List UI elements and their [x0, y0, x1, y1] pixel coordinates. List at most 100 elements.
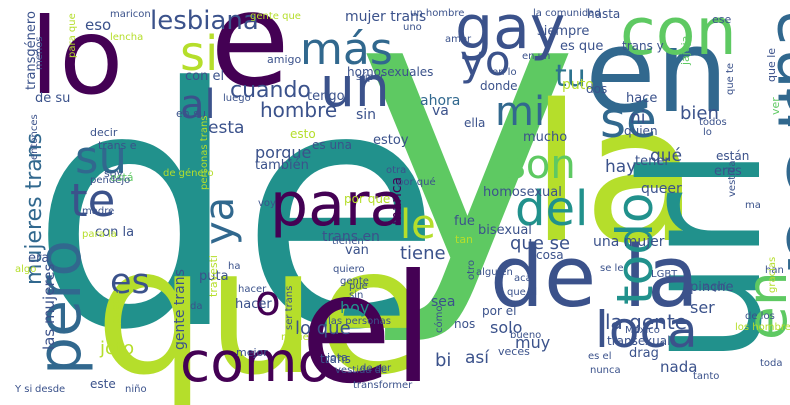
word-homosexuales-68: homosexuales: [347, 65, 434, 79]
word-año-170: año: [224, 293, 235, 312]
word-amor-130: amor: [445, 34, 472, 45]
word-nadie-182: nadie: [281, 332, 309, 343]
word-puto-62: puto: [562, 77, 594, 93]
word-con-el-66: con el: [185, 69, 225, 84]
word-las-personas-166: las personas: [328, 316, 391, 327]
word-algo-158: algo: [15, 264, 37, 275]
word-maricon-125: maricon: [110, 9, 151, 20]
word-hombre-41: hombre: [260, 98, 338, 122]
word-gente-189: gente: [340, 276, 369, 287]
word-joto-59: joto: [100, 338, 135, 359]
word-todos-138: todos: [699, 117, 727, 128]
word-da-164: da: [190, 301, 203, 312]
word-te-28: te: [70, 174, 116, 227]
word-donde-96: donde: [480, 79, 518, 93]
word-esto-110: esto: [290, 127, 316, 141]
word-bisexual-70: bisexual: [478, 223, 532, 238]
word-alguien-146: alguien: [476, 267, 513, 278]
word-lencha-126: lencha: [110, 32, 144, 43]
word-ahora-61: ahora: [420, 93, 461, 109]
word-gracias-154: gracias: [767, 256, 778, 293]
word-lo-que-43: lo que: [295, 318, 351, 339]
word-pendejo-115: pendejo: [90, 175, 131, 186]
word-su-19: su: [75, 131, 127, 184]
word-en-lo-132: en lo: [492, 67, 517, 78]
word-lo-6: lo: [30, 0, 124, 118]
word-ser-trans-165: ser trans: [284, 285, 295, 330]
word-es-el-183: es el: [588, 351, 612, 362]
word-un-hombre-123: un hombre: [410, 8, 465, 19]
word-trans-181: trans: [320, 352, 351, 366]
word-que-2: que: [95, 211, 425, 405]
word-decir-109: decir: [90, 126, 118, 139]
word-si-27: si: [180, 26, 219, 82]
word-era-79: era: [28, 251, 50, 266]
word-bien-49: bien: [680, 103, 719, 124]
word-lgbt-150: LGBT: [651, 269, 678, 280]
word-se-20: se: [600, 91, 657, 149]
word-tanto-173: tanto: [693, 371, 720, 382]
word-lesbiana-36: lesbiana: [150, 6, 259, 36]
word-aquí-153: aquí: [704, 282, 726, 293]
word-de-los-155: de los: [745, 311, 775, 322]
word-desde-176: desde: [35, 384, 66, 395]
word-gente-que-122: gente que: [250, 11, 301, 22]
word-ser-57: ser: [690, 298, 715, 317]
word-sin-83: sin: [356, 107, 377, 123]
word-eso-65: eso: [85, 16, 112, 34]
word-más-25: más: [300, 24, 393, 75]
word-que-te-137: que te: [725, 62, 736, 95]
word-hoy-46: hoy: [340, 298, 370, 317]
word-homosexual-69: homosexual: [483, 185, 562, 200]
word-pinche-82: pinche: [690, 280, 734, 295]
word-por-el-102: por el: [482, 304, 517, 318]
word-mucho-85: mucho: [523, 130, 568, 145]
word-qué-52: qué: [650, 146, 683, 166]
word-veces-104: veces: [498, 345, 530, 358]
word-por-que-108: por que: [344, 192, 391, 206]
word-tu-35: tu: [555, 59, 586, 94]
word-personas-trans-143: personas trans: [199, 115, 210, 190]
word-travesti-107: travesti: [207, 255, 220, 297]
word-lo-139: lo: [703, 127, 712, 138]
word-hace-86: hace: [626, 91, 658, 106]
word-de-su-117: de su: [35, 91, 71, 106]
word-y-si-175: Y si: [15, 384, 33, 395]
word-trans-y-95: trans y: [622, 39, 664, 53]
word-sin-188: sin: [349, 290, 364, 301]
word-trans-en-74: trans en: [322, 229, 380, 245]
word-pue-185: pue: [349, 281, 368, 292]
word-tan-160: tan: [455, 233, 474, 246]
word-la-3: la: [530, 64, 700, 285]
word-yo-26: yo: [460, 36, 511, 85]
word-son-29: son: [505, 142, 576, 188]
word-soy-113: soy: [104, 167, 123, 180]
word-tienen-147: tienen: [332, 236, 364, 247]
word-al-31: al: [180, 82, 216, 128]
word-las-mujeres-44: las mujeres: [40, 263, 58, 350]
word-ese-134: ese: [712, 13, 732, 26]
word-puta-77: puta: [199, 269, 229, 284]
word-le-33: le: [400, 202, 436, 248]
word-en-8: en: [585, 5, 729, 139]
word-van-75: van: [345, 243, 369, 258]
word-e-7: e: [210, 0, 290, 116]
word-cómo-167: cómo: [434, 305, 445, 333]
word-el-4: el: [300, 243, 434, 405]
word-jota-171: jota: [327, 351, 348, 364]
word-un-18: un: [320, 55, 390, 119]
word-nos-103: nos: [454, 317, 476, 331]
word-va-91: va: [432, 103, 449, 119]
word-tengo-67: tengo: [307, 89, 345, 104]
word-la-gente-42: la gente: [605, 310, 687, 334]
word-y-0: y: [355, 0, 580, 351]
word-transexual-100: transexual: [607, 334, 671, 348]
word-con-12: con: [620, 0, 737, 70]
word-muy-55: muy: [515, 333, 551, 352]
word-porque-47: porque: [255, 143, 312, 162]
word-así-53: así: [465, 348, 489, 368]
word-otra-140: otra: [386, 165, 407, 176]
word-de-ser-180: de ser: [360, 363, 392, 374]
word-tiene-40: tiene: [400, 243, 446, 264]
word-loca-23: loca: [595, 301, 698, 359]
